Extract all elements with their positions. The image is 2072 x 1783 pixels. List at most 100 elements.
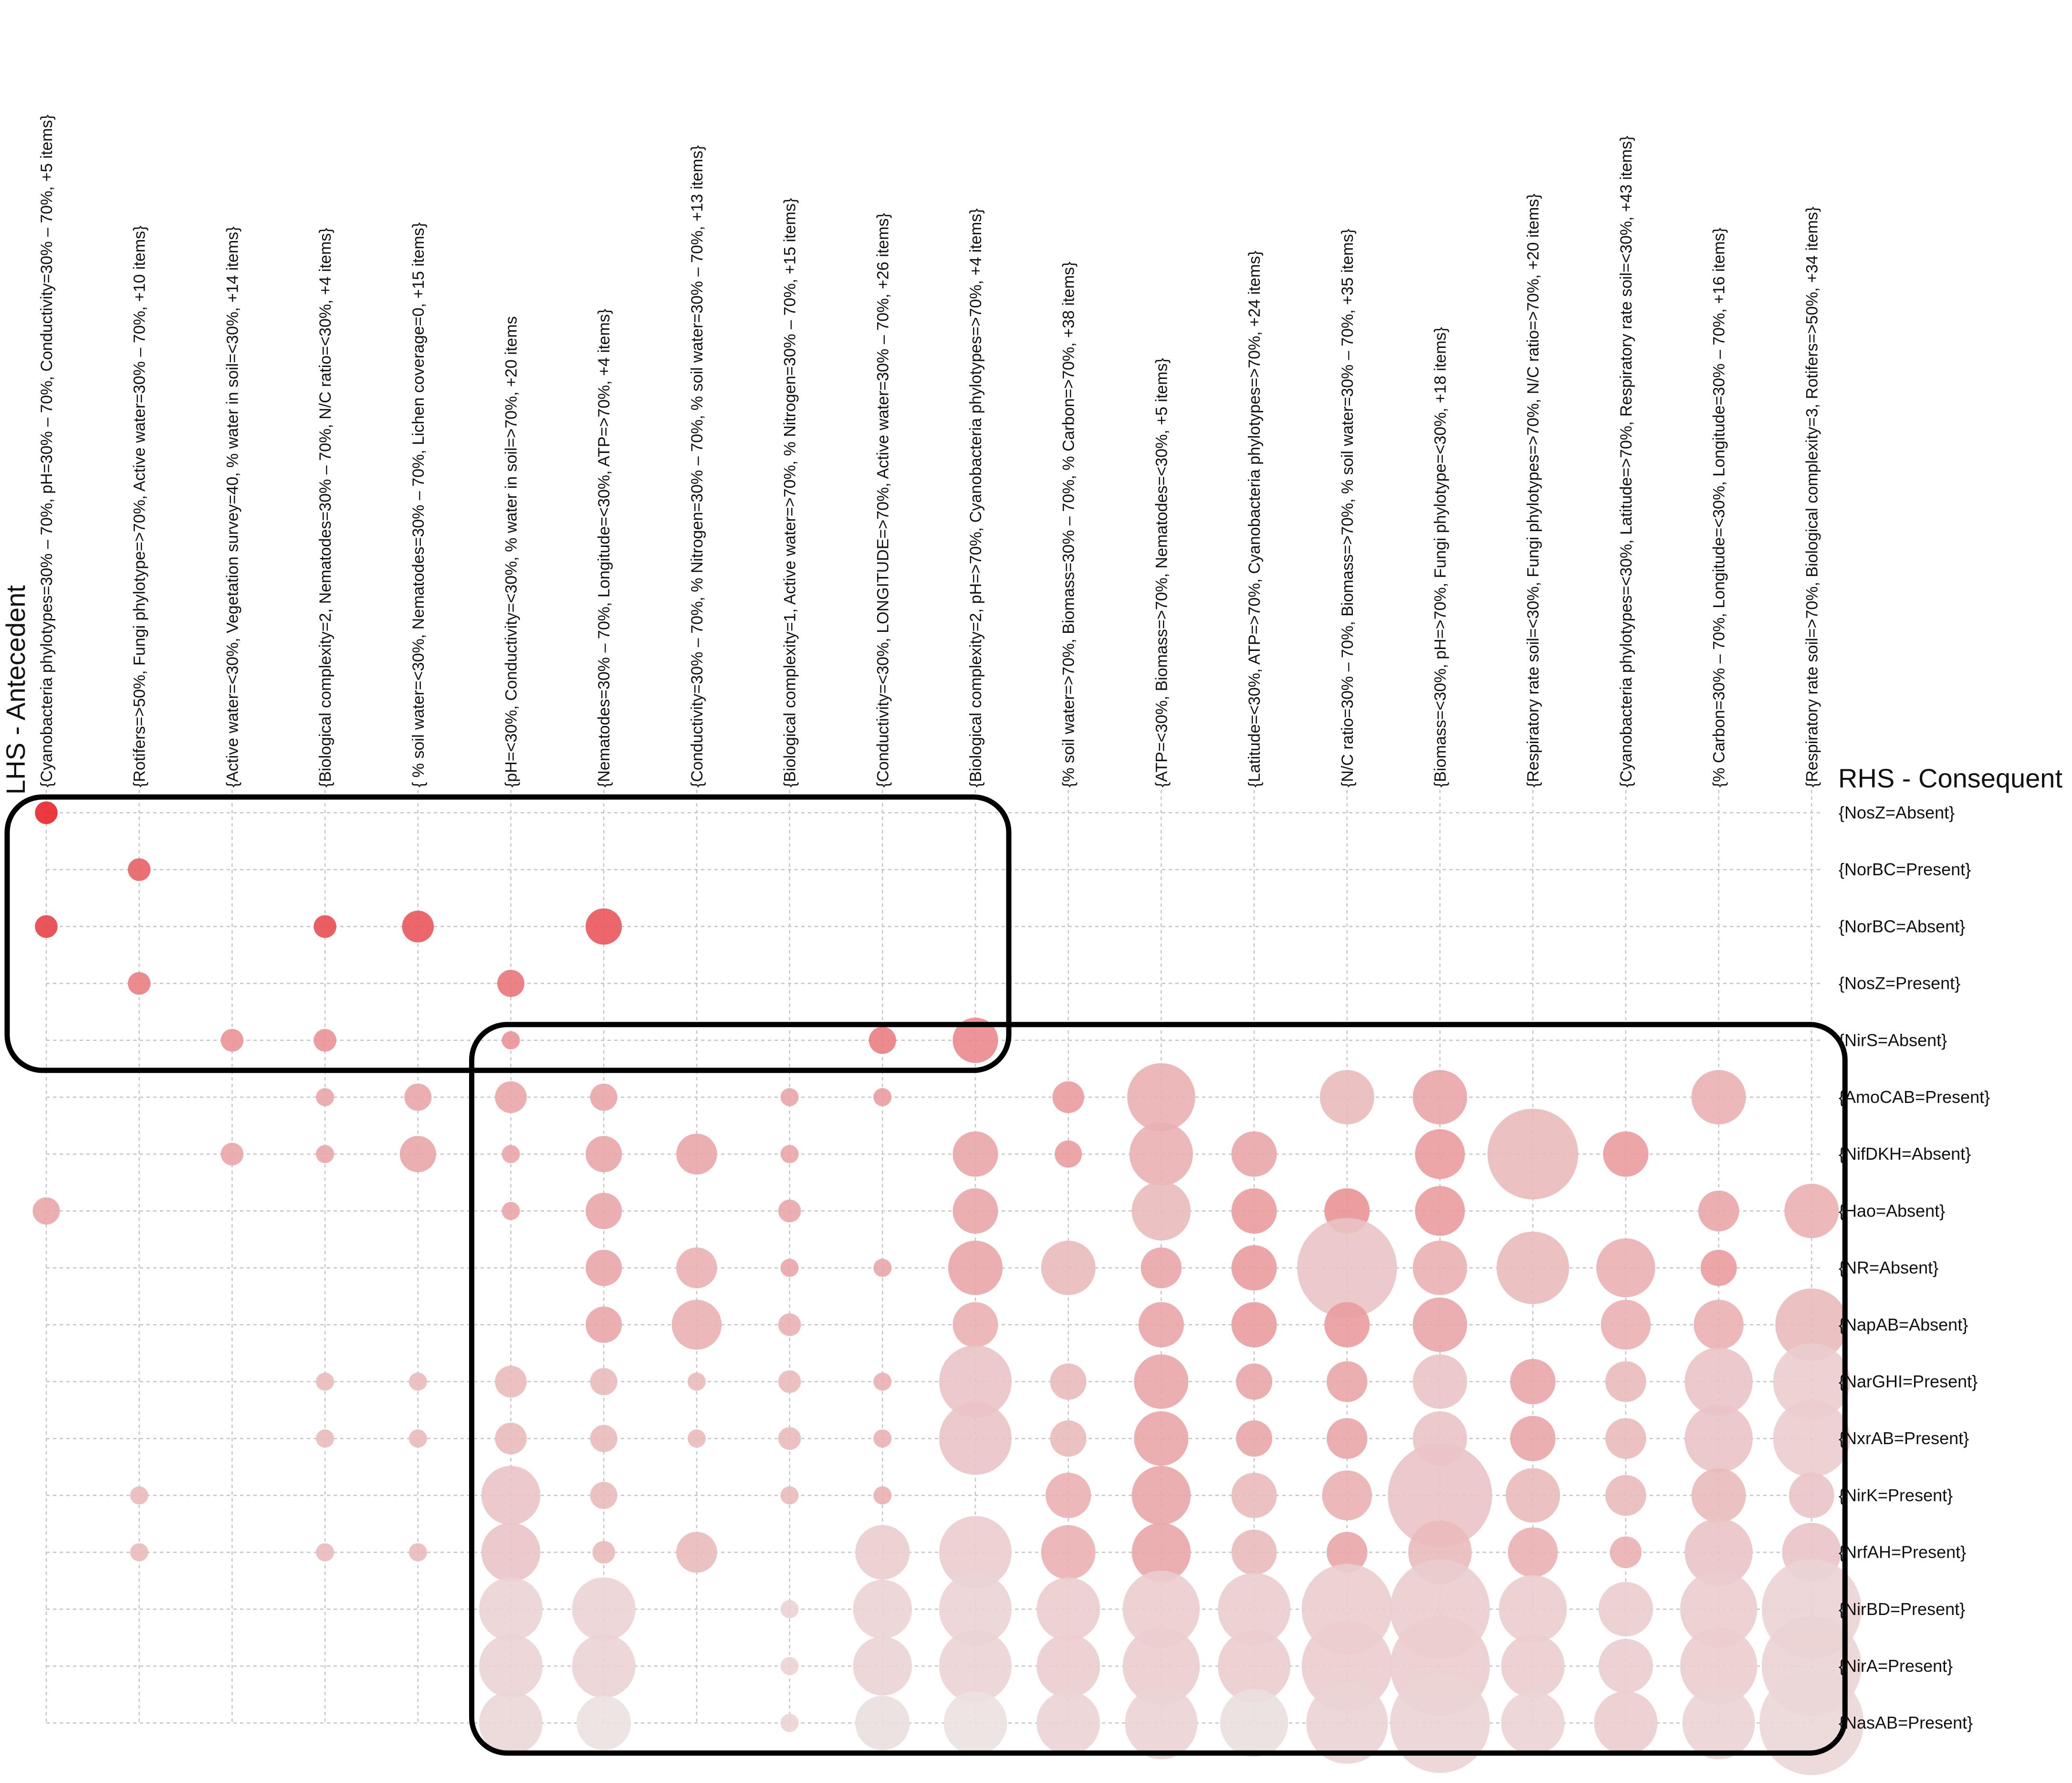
rule-bubble — [1759, 1670, 1864, 1775]
rule-bubble — [1680, 1571, 1758, 1648]
rule-bubble — [1773, 1343, 1851, 1420]
rule-bubble — [943, 1691, 1007, 1755]
rule-bubble — [855, 1696, 910, 1751]
rhs-row-label: {NirBD=Present} — [1839, 1599, 1965, 1619]
rule-bubble — [778, 1313, 801, 1336]
rule-bubble — [853, 1580, 912, 1639]
rule-bubble — [408, 1373, 427, 1391]
rule-bubble — [220, 1143, 244, 1165]
rule-bubble — [1413, 1354, 1467, 1409]
rule-bubble — [314, 1029, 336, 1052]
rule-bubble — [1685, 1347, 1753, 1416]
rule-bubble — [948, 1240, 1003, 1295]
rhs-row-label: {NifDKH=Absent} — [1839, 1144, 1971, 1164]
rule-bubble — [586, 908, 622, 945]
rule-bubble — [780, 1259, 799, 1277]
rule-bubble — [1134, 1411, 1189, 1466]
rule-bubble — [780, 1486, 799, 1505]
rule-bubble — [1231, 1530, 1277, 1575]
rule-bubble — [481, 1522, 541, 1582]
rule-bubble — [1220, 1689, 1288, 1757]
lhs-column-label: {ATP=<30%, Biomass=>70%, Nematodes=<30%,… — [1152, 358, 1171, 787]
rule-bubble — [1231, 1302, 1277, 1348]
lhs-column-label: {Conductivity=<30%, LONGITUDE=>70%, Acti… — [874, 213, 892, 787]
rule-bubble — [590, 1425, 617, 1452]
rhs-row-label: {NorBC=Present} — [1839, 860, 1971, 879]
rule-bubble — [586, 1249, 622, 1286]
rule-bubble — [1301, 1621, 1392, 1711]
rule-bubble — [1122, 1571, 1200, 1648]
rule-bubble — [1236, 1363, 1273, 1400]
rule-bubble — [316, 1088, 335, 1106]
rhs-row-label: {NxrAB=Present} — [1839, 1428, 1969, 1448]
rule-bubble — [1131, 1181, 1191, 1241]
rule-bubble — [590, 1481, 617, 1509]
rule-bubble — [1415, 1129, 1465, 1179]
rule-bubble — [873, 1373, 892, 1391]
rule-bubble — [1594, 1691, 1658, 1755]
rhs-labels: {NosZ=Absent} {NorBC=Present} {NorBC=Absen… — [1839, 803, 1990, 1732]
rule-bubble — [952, 1302, 998, 1348]
rhs-row-label: {NR=Absent} — [1839, 1258, 1938, 1278]
rule-bubble — [1236, 1420, 1273, 1457]
rule-bubble — [1231, 1131, 1277, 1177]
rule-bubble — [873, 1088, 892, 1106]
rule-bubble — [1789, 1472, 1834, 1518]
rule-bubble — [1390, 1673, 1490, 1773]
lhs-column-label: { % soil water=<30%, Nematodes=30% – 70%… — [409, 222, 428, 787]
rule-bubble — [778, 1370, 801, 1393]
rule-bubble — [130, 1486, 148, 1505]
rhs-row-label: {AmoCAB=Present} — [1839, 1087, 1990, 1107]
rule-bubble — [1685, 1404, 1753, 1473]
lhs-column-label: {Rotifers=>50%, Fungi phylotype=>70%, Ac… — [131, 226, 149, 788]
lhs-column-label: {pH=<30%, Conductivity=<30%, % water in … — [502, 316, 521, 787]
rule-bubble — [1055, 1140, 1082, 1168]
rule-bubble — [1052, 1081, 1084, 1113]
rule-bubble — [1131, 1466, 1191, 1525]
rule-bubble — [1700, 1249, 1737, 1286]
rule-bubble — [586, 1193, 622, 1229]
rule-bubble — [939, 1516, 1012, 1589]
rhs-row-label: {NirS=Absent} — [1839, 1030, 1947, 1050]
rhs-row-label: {NapAB=Absent} — [1839, 1315, 1968, 1334]
rule-bubble — [32, 1197, 60, 1225]
rule-bubble — [1324, 1302, 1370, 1348]
rule-bubble — [1050, 1420, 1087, 1457]
rule-bubble — [1605, 1361, 1646, 1402]
rule-bubble — [687, 1373, 706, 1391]
rule-bubble — [1327, 1361, 1368, 1402]
lhs-column-label: {Biological complexity=2, pH=>70%, Cyano… — [967, 209, 985, 787]
group-frames — [4, 794, 1848, 1756]
rule-bubble — [780, 1600, 799, 1618]
rule-bubble — [1596, 1238, 1655, 1298]
rule-bubble — [586, 1306, 622, 1343]
rule-bubble — [1122, 1627, 1200, 1705]
rhs-row-label: {NirA=Present} — [1839, 1656, 1953, 1676]
rhs-row-label: {NirK=Present} — [1839, 1485, 1953, 1505]
rule-bubble — [1498, 1575, 1567, 1644]
rule-bubble — [1698, 1190, 1739, 1232]
rule-bubble — [586, 1136, 622, 1173]
rule-bubble — [408, 1543, 427, 1562]
rule-bubble — [1510, 1416, 1556, 1461]
rule-bubble — [687, 1429, 706, 1448]
rule-bubble — [592, 1541, 615, 1564]
rule-bubble — [952, 1017, 998, 1063]
rule-bubble — [869, 1027, 896, 1054]
lhs-column-label: {Cyanobacteria phylotypes=30% – 70%, pH=… — [38, 115, 56, 787]
rule-bubble — [1605, 1418, 1646, 1459]
rule-bubble — [1036, 1634, 1100, 1698]
rule-bubble — [873, 1486, 892, 1505]
rule-bubble — [1598, 1639, 1653, 1693]
rule-bubble — [939, 1630, 1012, 1702]
rule-bubble — [1129, 1122, 1193, 1186]
rule-bubble — [316, 1429, 335, 1448]
lhs-column-label: {Nematodes=30% – 70%, Longitude=<30%, AT… — [595, 309, 613, 787]
lhs-column-label: {Biological complexity=1, Active water=>… — [781, 198, 799, 787]
rule-bubble — [1773, 1400, 1851, 1477]
rule-bubble — [127, 972, 151, 995]
group-highlight-frame — [4, 794, 1012, 1073]
rule-bubble — [952, 1131, 998, 1177]
rule-bubble — [1510, 1359, 1556, 1405]
rhs-row-label: {NorBC=Absent} — [1839, 916, 1965, 936]
